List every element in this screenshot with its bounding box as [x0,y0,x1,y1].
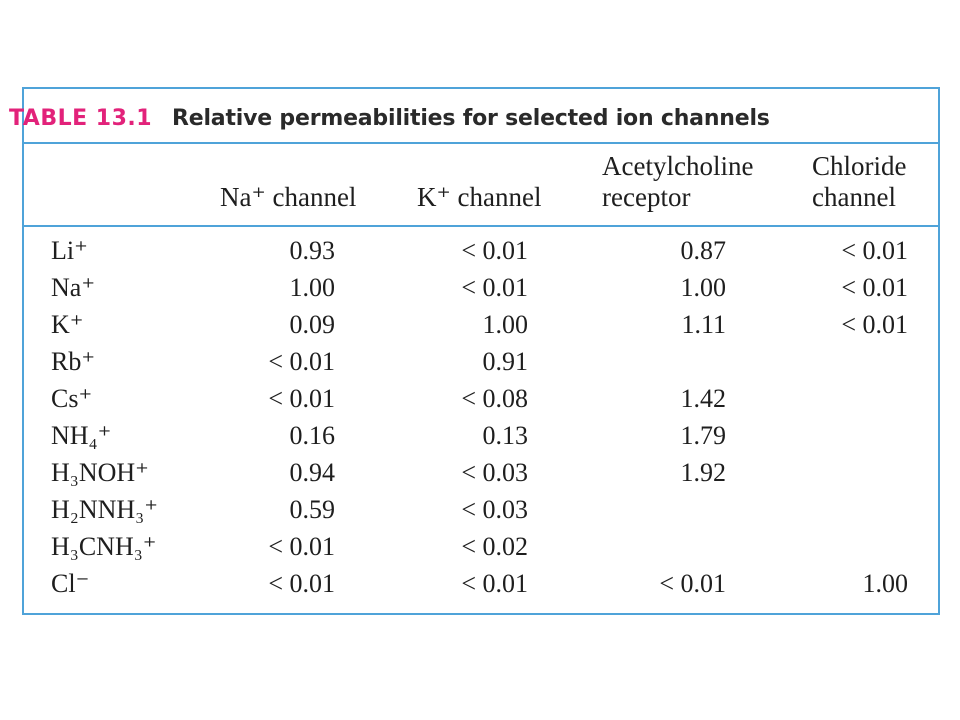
permeability-value: 0.93 [289,236,336,265]
header-k-channel: K⁺ channel [417,182,542,212]
permeability-value: 1.92 [680,458,727,487]
permeability-value: < 0.02 [461,532,528,561]
permeability-value: 0.87 [680,236,727,265]
header-na-channel: Na⁺ channel [220,182,357,212]
permeability-value: < 0.03 [461,495,528,524]
ion-label: H₃NOH⁺ [51,458,149,487]
ion-label: Cs⁺ [51,384,93,413]
ion-label: Li⁺ [51,236,88,265]
permeability-value: 0.59 [289,495,336,524]
table-title-bar: TABLE 13.1 Relative permeabilities for s… [9,89,938,144]
permeability-value: < 0.01 [659,569,726,598]
ion-label: H₂NNH₃⁺ [51,495,158,524]
ion-label: K⁺ [51,310,84,339]
permeability-value: 1.79 [680,421,727,450]
permeability-value: 0.94 [289,458,336,487]
permeability-value: < 0.01 [461,569,528,598]
permeability-value: < 0.03 [461,458,528,487]
ion-label: NH₄⁺ [51,421,112,450]
table-number-label: TABLE 13.1 [9,106,153,131]
header-ach-line2: receptor [602,182,691,212]
ion-label: Cl⁻ [51,569,90,598]
header-chloride-line2: channel [812,182,896,212]
ion-label: Rb⁺ [51,347,96,376]
header-divider [24,225,938,227]
table-caption: Relative permeabilities for selected ion… [172,106,770,131]
permeability-value: < 0.01 [268,532,335,561]
permeability-value: 1.11 [681,310,726,339]
permeability-value: < 0.01 [841,236,908,265]
permeability-value: 0.09 [289,310,336,339]
permeability-value: 0.13 [482,421,529,450]
permeability-value: < 0.01 [461,236,528,265]
ion-label: Na⁺ [51,273,96,302]
permeability-value: < 0.01 [841,310,908,339]
permeability-value: 1.00 [289,273,336,302]
permeability-value: 1.00 [482,310,529,339]
permeability-value: < 0.01 [268,569,335,598]
header-chloride-line1: Chloride [812,151,907,181]
permeability-value: 0.91 [482,347,529,376]
permeability-value: 1.42 [680,384,727,413]
permeability-value: 1.00 [680,273,727,302]
permeability-value: 1.00 [862,569,909,598]
permeability-value: < 0.01 [268,347,335,376]
permeability-value: 0.16 [289,421,336,450]
permeability-value: < 0.01 [268,384,335,413]
permeability-value: < 0.01 [461,273,528,302]
permeability-value: < 0.08 [461,384,528,413]
header-ach-line1: Acetylcholine [602,151,754,181]
ion-label: H₃CNH₃⁺ [51,532,157,561]
permeability-value: < 0.01 [841,273,908,302]
permeability-table: TABLE 13.1 Relative permeabilities for s… [9,87,940,615]
